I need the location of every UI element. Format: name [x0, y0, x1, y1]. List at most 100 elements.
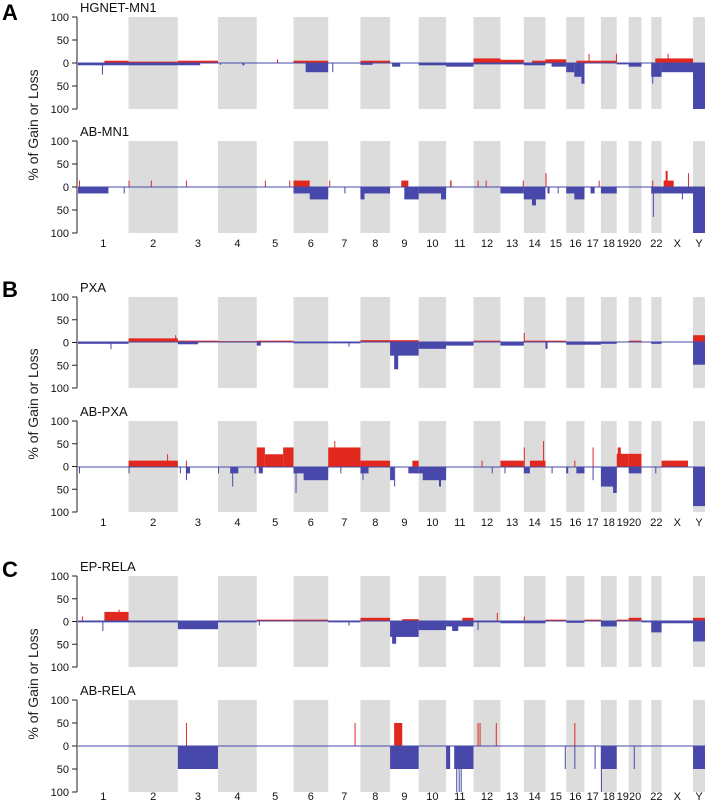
chromosome-label-19: 19 — [617, 791, 629, 803]
chromosome-label-17: 17 — [587, 791, 599, 803]
chromosome-label-9: 9 — [401, 238, 407, 250]
y-tick-label: 100 — [51, 12, 69, 24]
gain-segment — [655, 58, 662, 63]
gain-segment — [390, 340, 419, 342]
loss-segment — [258, 467, 263, 474]
chromosome-label-6: 6 — [308, 517, 314, 529]
gain-segment — [616, 619, 629, 621]
y-tick-label: 100 — [51, 104, 69, 116]
loss-segment — [460, 746, 462, 792]
loss-segment — [574, 63, 582, 77]
chromosome-label-8: 8 — [372, 238, 378, 250]
gain-segment — [185, 460, 187, 467]
loss-segment — [446, 342, 474, 346]
gain-segment — [293, 60, 329, 63]
loss-segment — [491, 467, 493, 474]
loss-segment — [576, 467, 585, 474]
chromosome-label-1: 1 — [100, 791, 106, 803]
y-tick-label: 50 — [57, 484, 69, 496]
chromosome-label-14: 14 — [529, 517, 541, 529]
loss-segment — [123, 187, 125, 194]
chromosome-label-17: 17 — [587, 517, 599, 529]
y-tick-label: 50 — [57, 439, 69, 451]
gain-segment — [652, 180, 654, 187]
chromosome-label-2: 2 — [150, 517, 156, 529]
gain-segment — [360, 460, 391, 467]
gain-segment — [293, 180, 310, 187]
loss-segment — [232, 467, 234, 487]
chromosome-label-16: 16 — [569, 238, 581, 250]
loss-segment — [600, 342, 617, 344]
loss-segment — [652, 187, 654, 217]
loss-segment — [101, 63, 103, 75]
y-tick-label: 100 — [51, 136, 69, 148]
y-tick-label: 100 — [51, 292, 69, 304]
chromosome-label-11: 11 — [454, 791, 465, 803]
gain-segment — [661, 58, 694, 63]
loss-segment — [500, 621, 524, 624]
loss-segment — [458, 746, 460, 792]
loss-segment — [293, 342, 329, 344]
gain-segment — [175, 335, 177, 342]
chromosome-label-x: X — [674, 791, 682, 803]
gain-segment — [522, 180, 524, 187]
chromosome-label-10: 10 — [426, 517, 438, 529]
gain-segment — [628, 617, 642, 621]
gain-segment — [462, 617, 474, 621]
loss-segment — [179, 467, 181, 474]
chromosome-label-3: 3 — [195, 791, 201, 803]
loss-segment — [360, 63, 373, 65]
loss-segment — [500, 63, 524, 65]
gain-segment — [256, 447, 265, 467]
loss-segment — [340, 467, 342, 474]
gain-segment — [401, 180, 409, 187]
chromosome-label-10: 10 — [426, 238, 438, 250]
loss-segment — [418, 342, 447, 349]
chromosome-label-11: 11 — [454, 238, 465, 250]
loss-segment — [328, 342, 361, 344]
loss-segment — [441, 187, 447, 200]
gain-segment — [481, 460, 483, 467]
gain-segment — [615, 53, 617, 63]
loss-segment — [446, 621, 474, 627]
chromosome-label-9: 9 — [401, 517, 407, 529]
panel-title: AB-PXA — [80, 404, 128, 419]
loss-segment — [661, 621, 694, 624]
gain-segment — [402, 619, 419, 621]
y-tick-label: 0 — [63, 617, 69, 629]
gain-segment — [185, 180, 187, 187]
gain-segment — [264, 454, 284, 467]
chromosome-label-6: 6 — [308, 238, 314, 250]
loss-segment — [220, 63, 222, 65]
loss-segment — [473, 621, 501, 623]
chromosome-label-18: 18 — [603, 238, 615, 250]
loss-segment — [652, 63, 654, 84]
panel-ab-pxa: AB-PXA 100 50 0 50 100 — [51, 404, 705, 519]
gain-segment — [477, 180, 479, 187]
gain-segment — [500, 59, 524, 63]
loss-segment — [693, 621, 705, 642]
gain-segment — [277, 59, 279, 63]
chromosome-label-3: 3 — [195, 238, 201, 250]
panel-letter: B — [2, 277, 18, 302]
chromosome-label-2: 2 — [150, 238, 156, 250]
loss-segment — [523, 63, 546, 66]
loss-segment — [394, 342, 399, 370]
y-axis-label-b: % of Gain or Loss — [25, 348, 41, 459]
loss-segment — [438, 467, 442, 487]
loss-segment — [256, 342, 261, 346]
chromosome-label-20: 20 — [629, 238, 641, 250]
gain-segment — [360, 617, 391, 621]
loss-segment — [177, 63, 201, 66]
chromosome-label-17: 17 — [587, 238, 599, 250]
loss-segment — [651, 342, 662, 344]
loss-segment — [557, 187, 559, 194]
y-tick-label: 50 — [57, 639, 69, 651]
chromosome-label-18: 18 — [603, 791, 615, 803]
loss-segment — [328, 621, 361, 623]
gain-segment — [496, 612, 498, 621]
gain-segment — [617, 447, 621, 467]
panel-letter: C — [2, 557, 18, 582]
